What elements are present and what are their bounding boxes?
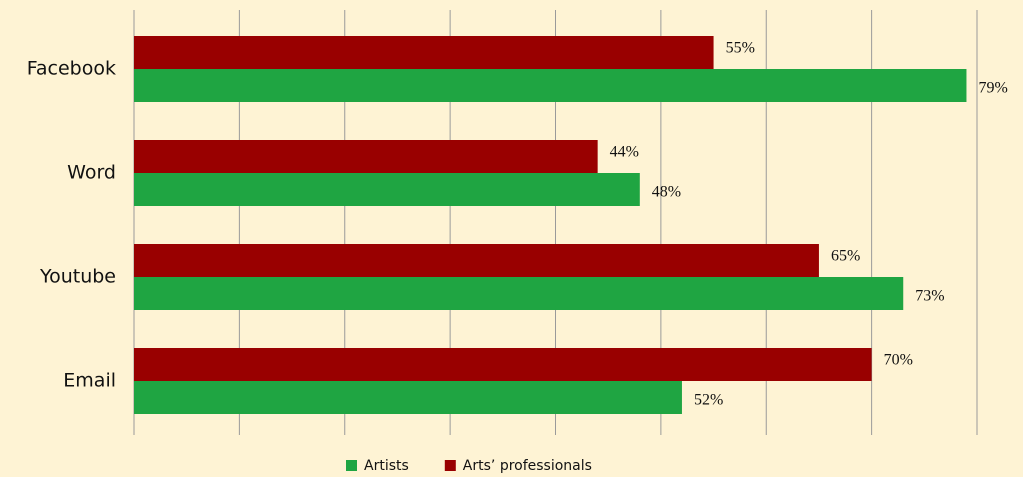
value-label: 79% — [978, 80, 1007, 97]
bar — [134, 140, 598, 173]
value-label: 44% — [610, 144, 639, 161]
value-label: 65% — [831, 248, 860, 265]
legend-swatch — [346, 460, 357, 471]
bar — [134, 69, 967, 102]
legend-swatch — [444, 460, 456, 471]
value-label: 73% — [915, 288, 944, 305]
value-label: 55% — [726, 40, 755, 57]
category-label: Youtube — [39, 266, 116, 288]
bar — [134, 348, 872, 381]
bar — [134, 381, 682, 414]
bar — [134, 36, 714, 69]
bar — [134, 244, 819, 277]
category-label: Email — [63, 370, 116, 392]
value-label: 70% — [884, 352, 913, 369]
category-label: Facebook — [27, 58, 116, 80]
bar — [134, 173, 640, 206]
category-label: Word — [67, 162, 116, 184]
legend-label: Artists — [364, 458, 409, 474]
value-label: 52% — [694, 392, 723, 409]
legend-label: Arts’ professionals — [463, 458, 592, 474]
bar — [134, 277, 904, 310]
value-label: 48% — [652, 184, 681, 201]
